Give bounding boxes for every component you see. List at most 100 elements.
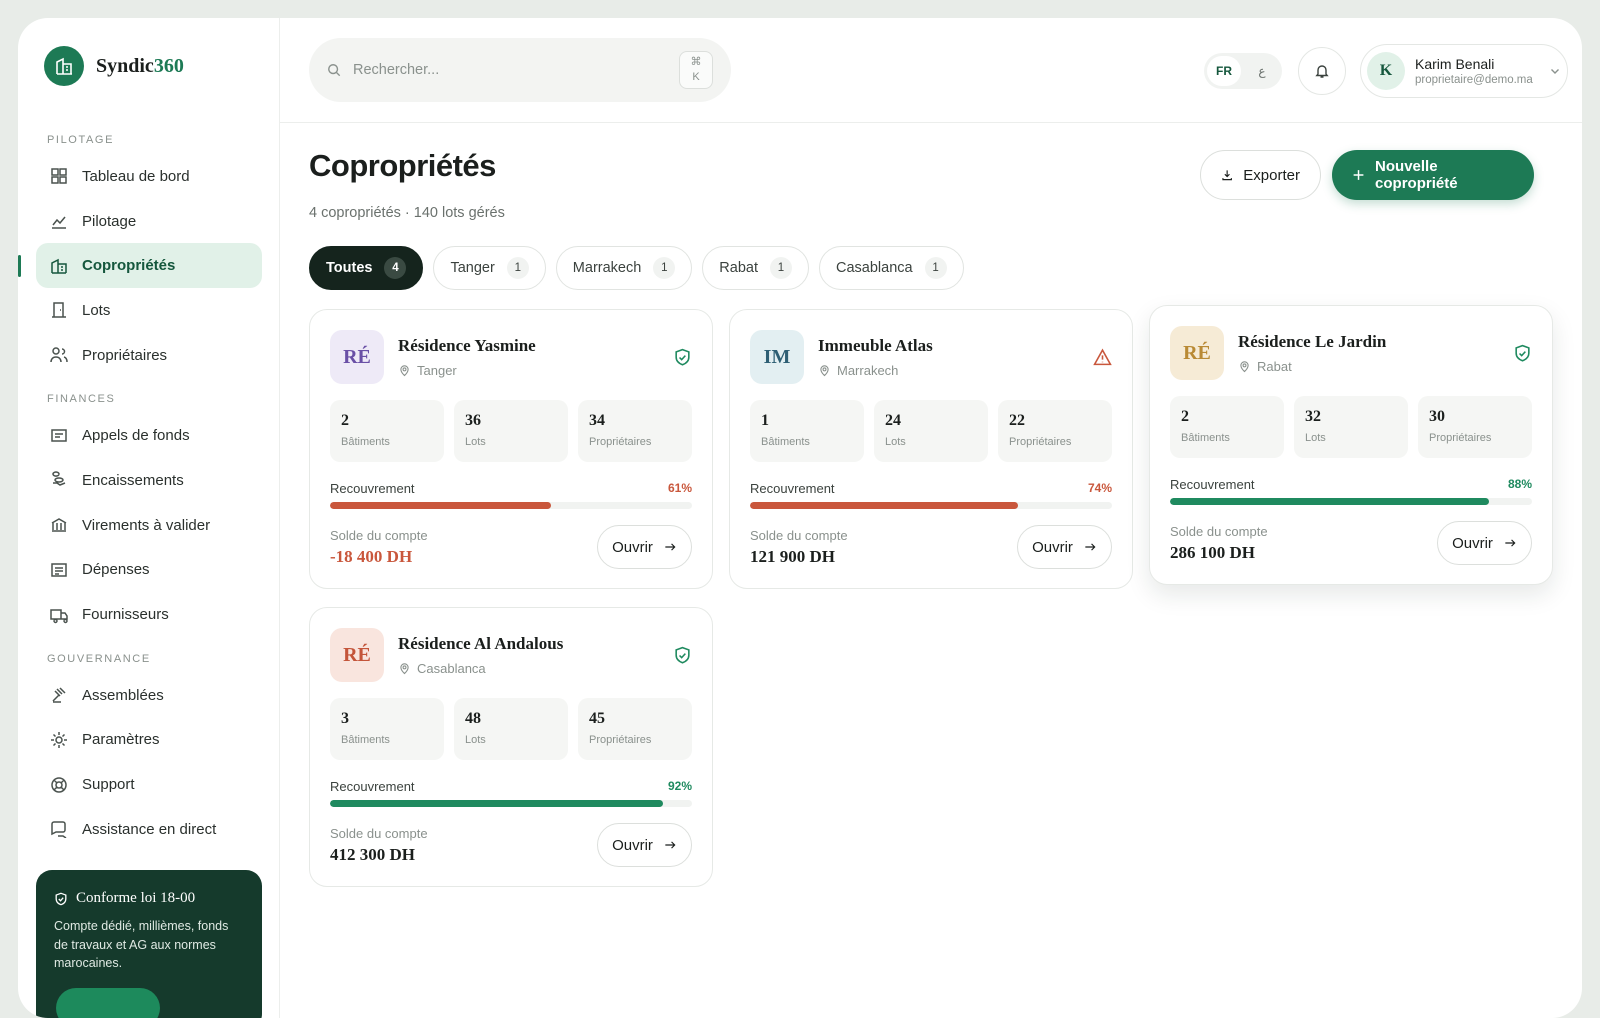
nav-item[interactable]: Tableau de bord [36,154,262,199]
shortcut-key: ⌘ [690,56,702,68]
nav-item[interactable]: Copropriétés [18,243,262,289]
nav-item[interactable]: Fournisseurs [36,592,262,637]
nav-item[interactable]: Lots [36,288,262,333]
icon [1093,348,1112,366]
status-icon [1093,348,1112,372]
icon [1085,543,1096,551]
open-button[interactable]: Ouvrir [597,823,692,867]
nav-item[interactable]: Assistance en direct [36,807,262,852]
stat-value: 2 [341,412,349,429]
nav-item[interactable]: Encaissements [36,458,262,503]
shortcut: ⌘ K [679,51,713,89]
icon-path [51,429,67,442]
property-city: Rabat [1257,359,1292,374]
filter-chip[interactable]: Rabat 1 [702,246,809,290]
lang-option[interactable]: FR [1207,56,1241,86]
filter-count: 1 [653,257,676,279]
new-button[interactable]: Nouvelle copropriété [1332,150,1534,200]
stat-label: Lots [465,436,486,448]
property-city-row: Rabat [1238,359,1292,374]
progress-track [750,502,1112,509]
property-name: Résidence Le Jardin [1238,332,1387,351]
nav-section-title: GOUVERNANCE [47,652,151,665]
icon [51,776,67,793]
stat-value: 34 [589,412,605,429]
stat: 22 Propriétaires [998,400,1112,462]
stats: 2 Bâtiments 32 Lots 30 Propriétaires [1170,396,1532,458]
open-label: Ouvrir [612,538,653,556]
open-button[interactable]: Ouvrir [1437,521,1532,565]
icon-path [1515,344,1530,362]
property-city: Marrakech [837,363,899,378]
brand[interactable]: Syndic360 [44,46,184,86]
stat-label: Lots [885,436,906,448]
nav-item[interactable]: Virements à valider [36,503,262,548]
stat-label: Propriétaires [1009,436,1072,448]
filter-chip[interactable]: Toutes 4 [309,246,424,290]
nav-label: Pilotage [82,212,137,230]
new-label: Nouvelle copropriété [1375,158,1458,192]
brand-a: Syndic [96,54,154,77]
icon-path [1505,539,1516,547]
stat-label: Propriétaires [1429,432,1492,444]
filter-count: 1 [770,257,792,279]
icon [52,302,66,319]
balance-value: 121 900 DH [750,547,835,566]
user-menu[interactable]: K Karim Benali proprietaire@demo.ma [1360,44,1568,98]
app: Syndic360 PILOTAGE Tableau de bord Pilotag… [18,18,1582,1018]
nav-label: Assemblées [82,686,164,704]
icon [51,258,67,274]
user-avatar: K [1367,52,1405,90]
stat-value: 24 [885,412,901,429]
icon [51,563,67,577]
stat: 2 Bâtiments [330,400,444,462]
icon [1505,539,1516,547]
open-button[interactable]: Ouvrir [1017,525,1112,569]
nav-item[interactable]: Dépenses [36,548,262,593]
icon [51,731,67,748]
promo-button[interactable] [56,988,160,1018]
progress-track [330,800,692,807]
nav-item[interactable]: Pilotage [36,199,262,244]
filter-chip[interactable]: Casablanca 1 [819,246,964,290]
sidebar: Syndic360 PILOTAGE Tableau de bord Pilotag… [18,18,280,1018]
stat-label: Lots [465,734,486,746]
open-label: Ouvrir [1452,534,1493,552]
stats: 3 Bâtiments 48 Lots 45 Propriétaires [330,698,692,760]
progress-bar [330,800,664,807]
icon-path [400,365,409,377]
nav-item[interactable]: Assemblées [36,673,262,718]
filter-chip[interactable]: Marrakech 1 [555,246,693,290]
user-email: proprietaire@demo.ma [1415,74,1533,86]
recovery-percent: 88% [1507,477,1532,491]
filter-label: Marrakech [572,260,642,276]
nav-label: Lots [82,301,111,319]
language-switch: FR ع [1204,53,1282,89]
icon-path [51,821,67,839]
property-city-row: Casablanca [398,661,486,676]
icon-path [51,563,67,577]
nav-item[interactable]: Paramètres [36,718,262,763]
lang-option[interactable]: ع [1258,64,1266,78]
property-card: IM Immeuble Atlas Marrakech 1 Bâtiments 24 Lot… [729,309,1133,589]
stat: 32 Lots [1294,396,1408,458]
recovery-label: Recouvrement [1170,477,1255,492]
nav-item[interactable]: Propriétaires [36,333,262,378]
nav-item[interactable]: Support [36,762,262,807]
icon [52,216,66,229]
property-card: RÉ Résidence Le Jardin Rabat 2 Bâtiments 32 Lo… [1149,305,1553,585]
filter-chip[interactable]: Tanger 1 [433,246,546,290]
stat-label: Lots [1305,432,1326,444]
status-icon [673,646,692,670]
nav-section-title: PILOTAGE [47,134,114,146]
stat: 36 Lots [454,400,568,462]
export-button[interactable]: Exporter [1200,150,1321,200]
notifications[interactable] [1298,47,1346,95]
balance-value: -18 400 DH [330,547,413,566]
icon-path [675,646,690,664]
progress-bar [1170,498,1489,505]
search[interactable]: Rechercher... ⌘ K [309,38,731,102]
open-button[interactable]: Ouvrir [597,525,692,569]
nav-item[interactable]: Appels de fonds [36,413,262,458]
